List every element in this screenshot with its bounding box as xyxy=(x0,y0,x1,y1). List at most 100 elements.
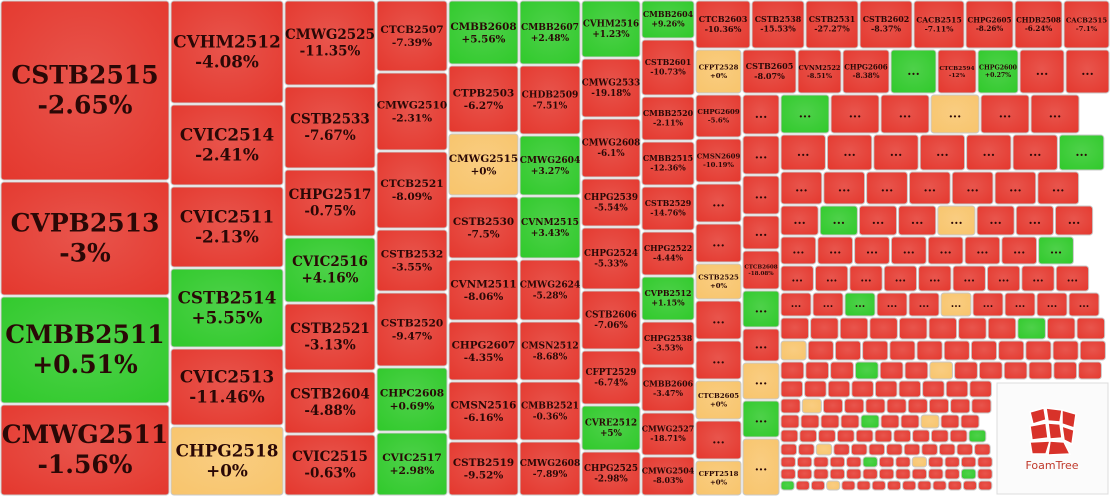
tile-name: CMWG2624 xyxy=(520,279,581,290)
tile-change: -0.75% xyxy=(304,203,355,219)
tile xyxy=(810,480,826,491)
tile xyxy=(830,361,854,380)
tile xyxy=(968,429,987,443)
tile-change: -3.13% xyxy=(304,337,355,353)
logo-text: FoamTree xyxy=(1025,459,1078,472)
tile-change: -18.71% xyxy=(650,434,686,443)
tile xyxy=(903,443,921,456)
tile xyxy=(780,94,830,134)
tile xyxy=(980,94,1030,134)
tile xyxy=(813,468,829,480)
tile-change: -8.03% xyxy=(653,476,683,485)
tile xyxy=(1012,134,1058,171)
tile xyxy=(742,290,780,328)
tile xyxy=(1046,317,1076,340)
tile xyxy=(874,380,898,398)
tile-name: ... xyxy=(903,243,915,257)
tile xyxy=(947,480,962,491)
tile-change: +4.16% xyxy=(301,270,358,286)
tile xyxy=(972,292,1004,317)
tile xyxy=(780,265,814,292)
tile xyxy=(922,380,945,398)
tile-name: ... xyxy=(1050,243,1062,257)
tile xyxy=(950,398,971,414)
tile-change: -10.73% xyxy=(650,68,686,77)
tile xyxy=(879,361,904,380)
tile xyxy=(641,0,695,39)
tile xyxy=(855,429,874,443)
tile xyxy=(448,321,519,381)
tile xyxy=(695,49,742,94)
tile xyxy=(937,205,976,236)
tile-name: ... xyxy=(1029,145,1042,159)
tile xyxy=(834,340,862,361)
tile-name: CMWG2533 xyxy=(582,79,641,89)
tile xyxy=(918,265,952,292)
tile-name: ... xyxy=(1067,272,1078,285)
tile xyxy=(836,429,855,443)
tile xyxy=(284,303,376,371)
tile-change: -2.41% xyxy=(195,144,259,164)
tile-name: CHPG2525 xyxy=(584,464,638,474)
tile xyxy=(376,72,448,151)
tile xyxy=(780,205,819,236)
tile xyxy=(695,223,742,263)
tile-name: ... xyxy=(907,64,920,78)
tile xyxy=(960,414,980,429)
tile-name: ... xyxy=(924,181,937,195)
tile-name: CHPG2522 xyxy=(644,244,692,253)
tile xyxy=(1030,94,1080,134)
tile-name: CSTB2514 xyxy=(178,287,277,307)
tile xyxy=(795,480,810,491)
tile-change: +5.55% xyxy=(192,307,263,327)
tile-name: ... xyxy=(998,272,1009,285)
tile xyxy=(859,0,913,49)
tile xyxy=(581,178,641,227)
tile xyxy=(695,300,742,340)
tile xyxy=(908,292,940,317)
tile xyxy=(376,0,448,72)
tile xyxy=(581,118,641,178)
tile xyxy=(920,414,940,429)
tile xyxy=(805,361,830,380)
tile-change: +0% xyxy=(206,460,248,480)
tile-name: ... xyxy=(964,272,975,285)
tile-change: +0% xyxy=(710,72,728,80)
tile xyxy=(170,348,284,426)
tile xyxy=(880,414,900,429)
tile-name: ... xyxy=(1047,299,1057,310)
tile xyxy=(1014,0,1063,49)
tile xyxy=(919,134,966,171)
tile-name: CMWG2608 xyxy=(582,139,641,149)
tile-change: -6.27% xyxy=(464,100,504,112)
tile-name: ... xyxy=(755,225,768,239)
tile xyxy=(978,361,1003,380)
tile xyxy=(913,0,965,49)
tile-change: -1.56% xyxy=(37,450,132,479)
tile xyxy=(830,94,880,134)
tile xyxy=(780,236,817,265)
tile-name: CHPG2524 xyxy=(584,249,638,259)
tile xyxy=(851,380,874,398)
tile-change: -27.27% xyxy=(814,25,850,34)
tile-change: -10.36% xyxy=(705,24,742,34)
tile xyxy=(815,443,833,456)
tile-name: ... xyxy=(983,299,993,310)
tile xyxy=(940,414,960,429)
tile xyxy=(448,133,519,196)
tile xyxy=(1053,361,1078,380)
tile xyxy=(641,412,695,456)
tile-change: -3% xyxy=(59,238,111,267)
tile xyxy=(1052,340,1079,361)
tile-name: CTCB2521 xyxy=(380,178,443,190)
tile-name: CSTB2519 xyxy=(453,457,514,469)
tile xyxy=(780,380,804,398)
tile-change: +0% xyxy=(710,478,728,486)
tile-name: CSTB2520 xyxy=(381,318,443,330)
tile xyxy=(977,49,1019,94)
tile-name: ... xyxy=(833,213,846,227)
tile xyxy=(581,350,641,405)
tile-name: CMBB2608 xyxy=(450,21,516,33)
tile-name: ... xyxy=(712,353,725,367)
